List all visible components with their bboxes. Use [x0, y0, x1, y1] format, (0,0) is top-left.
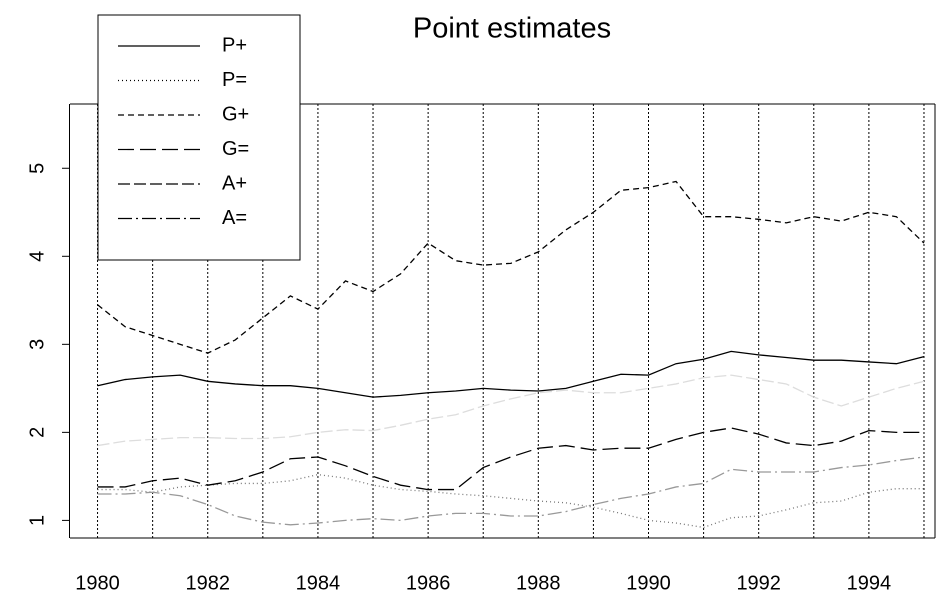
- chart-title: Point estimates: [413, 13, 611, 45]
- x-tick-label: 1992: [736, 572, 781, 594]
- x-tick-label: 1982: [185, 572, 230, 594]
- legend-label: P=: [222, 69, 247, 91]
- y-tick-label: 1: [26, 515, 48, 526]
- x-tick-label: 1980: [75, 572, 120, 594]
- series-line: [97, 456, 925, 526]
- series-line: [97, 374, 925, 447]
- y-tick-label: 2: [26, 427, 48, 438]
- series-line: [97, 350, 925, 398]
- legend-label: P+: [222, 34, 247, 56]
- y-tick-label: 5: [26, 163, 48, 174]
- legend-label: A+: [222, 172, 247, 194]
- legend-box: [97, 14, 301, 261]
- x-tick-label: 1986: [406, 572, 451, 594]
- x-tick-label: 1994: [847, 572, 892, 594]
- series-line: [97, 427, 924, 491]
- series-line: [97, 180, 925, 354]
- x-tick-label: 1984: [296, 572, 341, 594]
- legend-label: G+: [222, 103, 249, 125]
- x-tick-label: 1988: [516, 572, 561, 594]
- y-tick-label: 3: [26, 339, 48, 350]
- series-line: [97, 473, 924, 529]
- legend-label: A=: [222, 207, 247, 229]
- legend-label: G=: [222, 138, 249, 160]
- y-tick-label: 4: [26, 251, 48, 262]
- x-tick-label: 1990: [626, 572, 671, 594]
- legend: P+ P= G+ G= A+ A=: [97, 14, 301, 261]
